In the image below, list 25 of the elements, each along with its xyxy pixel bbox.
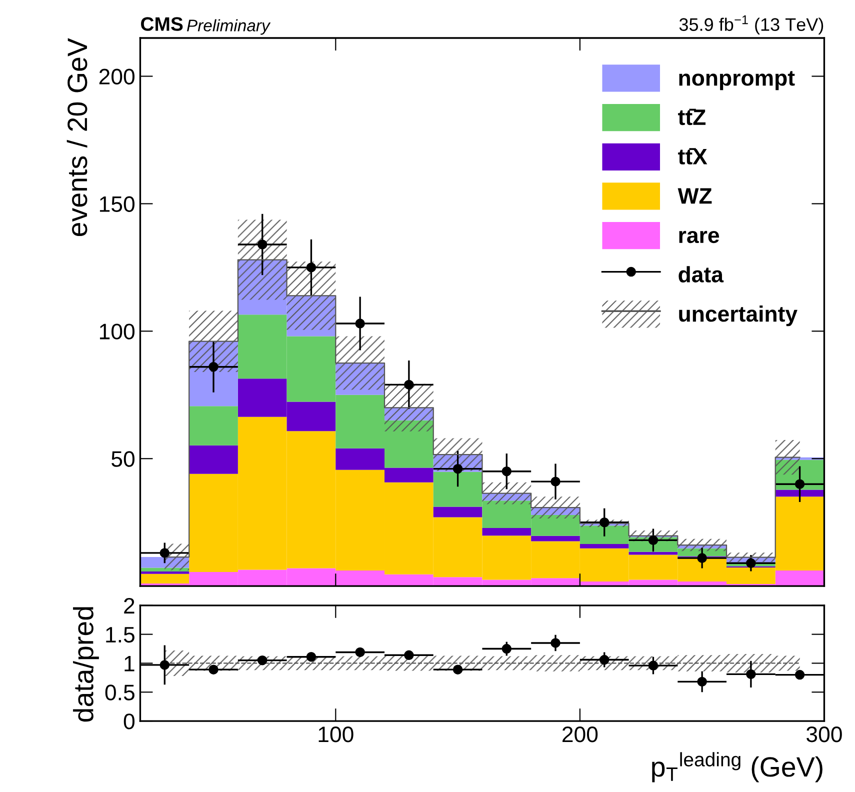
legend-label: rare xyxy=(679,230,720,244)
y-tick-label: 1.5 xyxy=(106,627,134,643)
x-tick-label: 100 xyxy=(318,726,354,742)
y-tick-label: 50 xyxy=(112,451,134,467)
y-tick-label: 0 xyxy=(124,714,134,730)
chart-title: CMS xyxy=(141,17,183,31)
y-tick-label: 150 xyxy=(100,196,134,212)
y-tick-label: 1 xyxy=(124,656,134,672)
y-tick-label: 100 xyxy=(100,324,134,340)
legend-label: tt̄X xyxy=(678,148,708,164)
legend-label: data xyxy=(678,266,724,282)
text: 35.9 fb$^{−1}$ (13 TeV) xyxy=(679,15,824,35)
legend-label: nonprompt xyxy=(679,71,795,90)
x-tick-label: 200 xyxy=(562,726,598,742)
legend-label: tt̄Z xyxy=(678,108,706,126)
x-axis-title: p$_{T}$$^{leading}$ (GeV) xyxy=(652,752,822,782)
x-tick-label: 300 xyxy=(806,726,842,742)
y-axis-title: data/pred xyxy=(73,607,99,722)
y-tick-label: 200 xyxy=(99,68,134,85)
chart-subtitle: Preliminary xyxy=(186,19,271,35)
y-axis-title: events / 20 GeV xyxy=(66,38,88,236)
legend-label: uncertainty xyxy=(679,305,798,326)
y-tick-label: 0.5 xyxy=(105,684,134,700)
y-tick-label: 2 xyxy=(124,598,134,614)
legend-label: WZ xyxy=(678,188,712,204)
